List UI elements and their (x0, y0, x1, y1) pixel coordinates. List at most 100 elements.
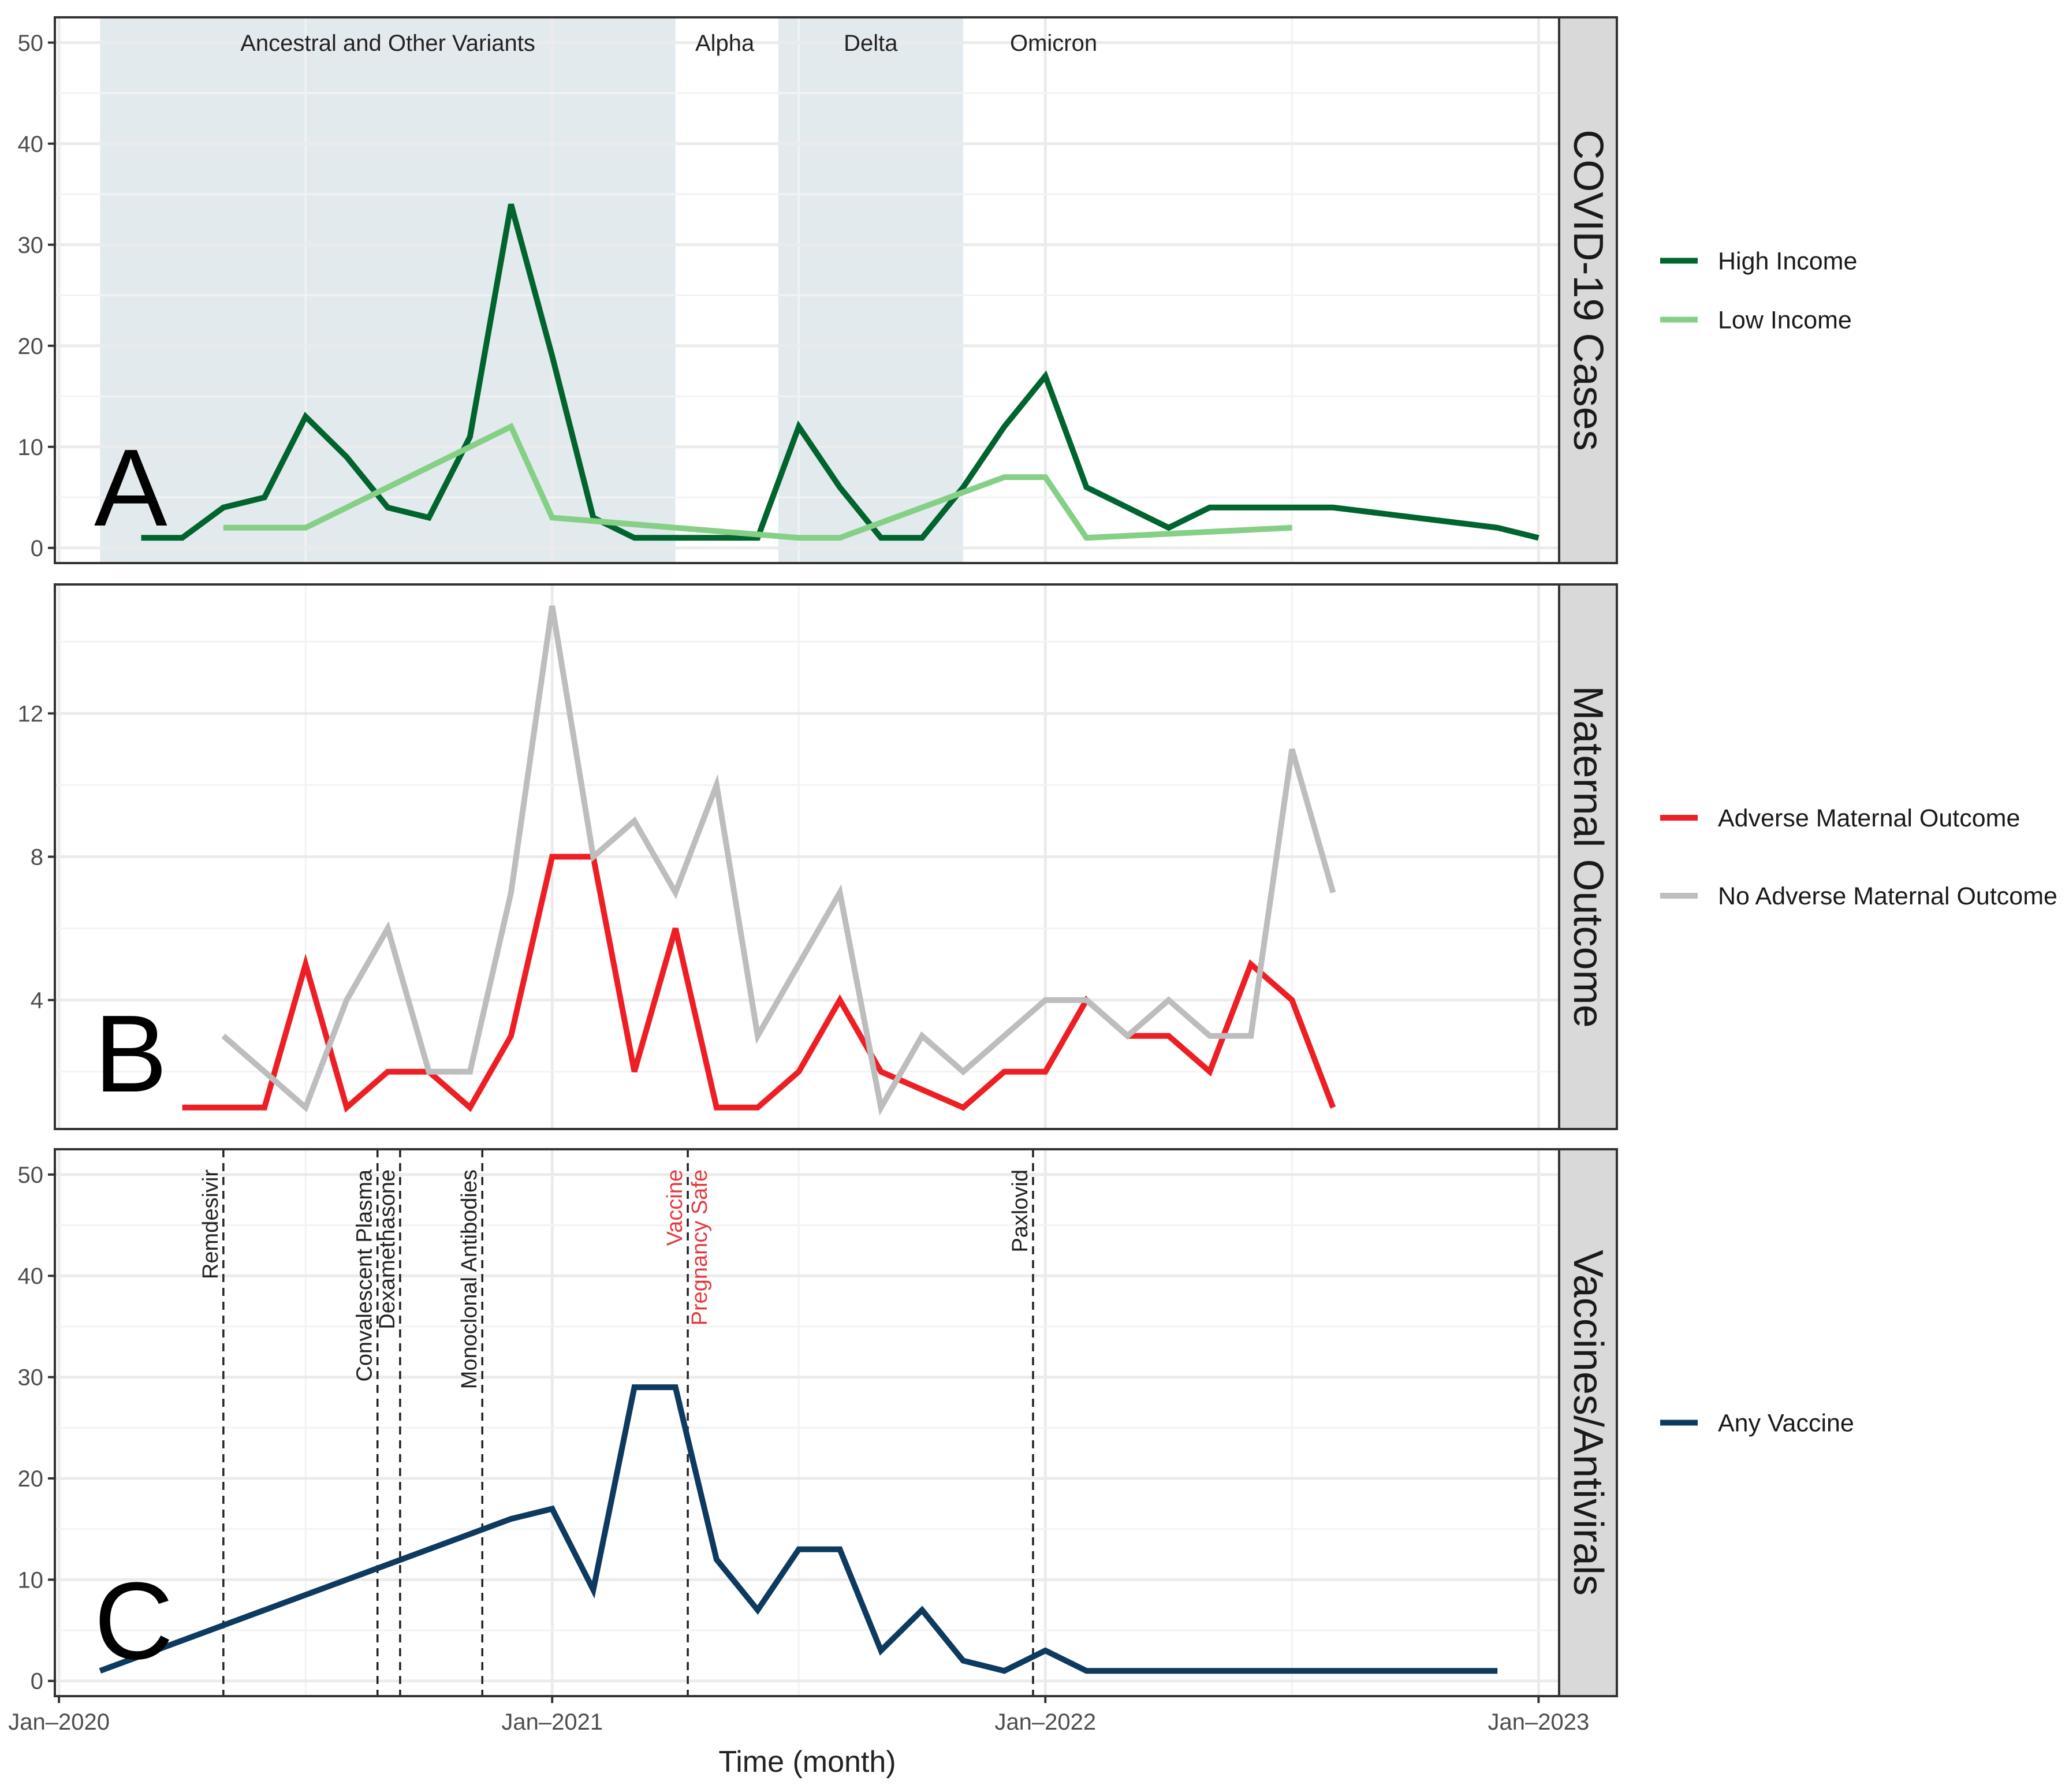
data-point (1207, 505, 1213, 511)
data-point (1166, 525, 1172, 531)
data-point (549, 1506, 555, 1512)
data-point (1453, 1668, 1459, 1674)
data-point (344, 1105, 349, 1111)
variant-label: Delta (844, 31, 898, 56)
legend-label: Low Income (1718, 307, 1852, 334)
data-point (919, 1033, 925, 1039)
facet-strip (1558, 1148, 1618, 1697)
data-point (549, 603, 555, 609)
data-point (837, 1547, 842, 1552)
data-point (1125, 505, 1131, 511)
data-point (303, 413, 308, 419)
y-tick-label: 12 (18, 701, 44, 727)
data-point (549, 854, 555, 860)
data-point (221, 525, 226, 531)
data-point (180, 1105, 185, 1111)
data-point (1042, 997, 1048, 1003)
panel-B: B 4 8 12 Maternal Outcome Adverse Maternal Ou… (18, 583, 2057, 1130)
legend-item: No Adverse Maternal Outcome (1660, 882, 2057, 910)
data-point (714, 782, 720, 788)
data-point (673, 1384, 679, 1390)
series-line-adverse-maternal-outcome (182, 854, 1336, 1113)
data-point (1001, 1033, 1007, 1039)
y-tick-label: 4 (31, 988, 43, 1014)
data-point (1083, 1668, 1089, 1674)
data-point (1166, 1033, 1172, 1039)
y-tick-label: 10 (18, 435, 44, 460)
facet-strip-label: Vaccines/Antivirals (1565, 1250, 1611, 1596)
legend-item: Low Income (1660, 307, 1852, 334)
x-tick-label: Jan–2023 (1488, 1709, 1590, 1735)
data-point (960, 1658, 966, 1664)
data-point (426, 1069, 432, 1075)
data-point (919, 1607, 925, 1613)
data-point (714, 1556, 720, 1562)
data-point (508, 1033, 514, 1039)
panel-letter: B (94, 993, 167, 1115)
data-point (960, 1069, 966, 1075)
data-point (673, 535, 679, 541)
data-point (837, 890, 842, 896)
variant-band (100, 17, 676, 563)
data-point (837, 535, 842, 541)
data-point (1330, 1105, 1336, 1111)
facet-strip (1558, 16, 1618, 564)
y-tick-label: 50 (18, 1163, 44, 1188)
data-point (303, 962, 308, 967)
data-point (262, 1069, 267, 1075)
series-line-any-vaccine (99, 1384, 1498, 1674)
legend-label: No Adverse Maternal Outcome (1718, 882, 2057, 910)
data-point (1001, 1668, 1007, 1674)
panel-letter: C (94, 1560, 173, 1682)
data-point (385, 926, 391, 932)
y-tick-label: 10 (18, 1567, 44, 1593)
data-point (919, 535, 925, 541)
series-line-high-income (141, 203, 1539, 541)
data-point (1289, 505, 1295, 511)
data-point (673, 926, 679, 932)
data-point (1042, 474, 1048, 480)
y-tick-label: 30 (18, 1365, 44, 1391)
y-tick-label: 40 (18, 132, 44, 157)
data-point (1494, 525, 1500, 531)
data-point (262, 494, 267, 500)
panel-C: Remdesivir Convalescent PlasmaDexamethaso… (8, 1148, 1854, 1735)
data-point (1412, 1668, 1418, 1674)
data-point (878, 535, 884, 541)
event-label: Convalescent Plasma (353, 1169, 377, 1381)
data-point (303, 525, 308, 531)
y-tick-label: 0 (31, 1669, 43, 1694)
legend-label: High Income (1718, 248, 1857, 275)
y-tick-label: 30 (18, 233, 44, 258)
x-axis-title: Time (month) (718, 1745, 896, 1779)
data-point (344, 454, 349, 460)
data-point (508, 890, 514, 896)
data-point (632, 1069, 638, 1075)
data-point (467, 434, 473, 439)
data-point (590, 854, 596, 860)
legend-label: Any Vaccine (1718, 1410, 1854, 1437)
data-point (1289, 746, 1295, 752)
data-point (796, 1069, 801, 1075)
data-point (1330, 505, 1336, 511)
data-point (1330, 890, 1336, 896)
data-point (385, 1069, 391, 1075)
legend-label: Adverse Maternal Outcome (1718, 804, 2020, 832)
legend-item: Any Vaccine (1660, 1410, 1854, 1437)
data-point (467, 1069, 473, 1075)
y-tick-label: 20 (18, 334, 44, 359)
y-tick-label: 0 (31, 536, 43, 561)
data-point (755, 1033, 761, 1039)
data-point (632, 818, 638, 824)
data-point (1248, 1668, 1254, 1674)
data-point (1289, 1668, 1295, 1674)
data-point (303, 1105, 308, 1111)
event-label: Paxlovid (1008, 1169, 1032, 1253)
data-point (549, 353, 555, 359)
data-point (1166, 1668, 1172, 1674)
panel-letter: A (94, 427, 167, 549)
data-point (837, 485, 842, 490)
data-point (1330, 1668, 1336, 1674)
data-point (673, 890, 679, 896)
